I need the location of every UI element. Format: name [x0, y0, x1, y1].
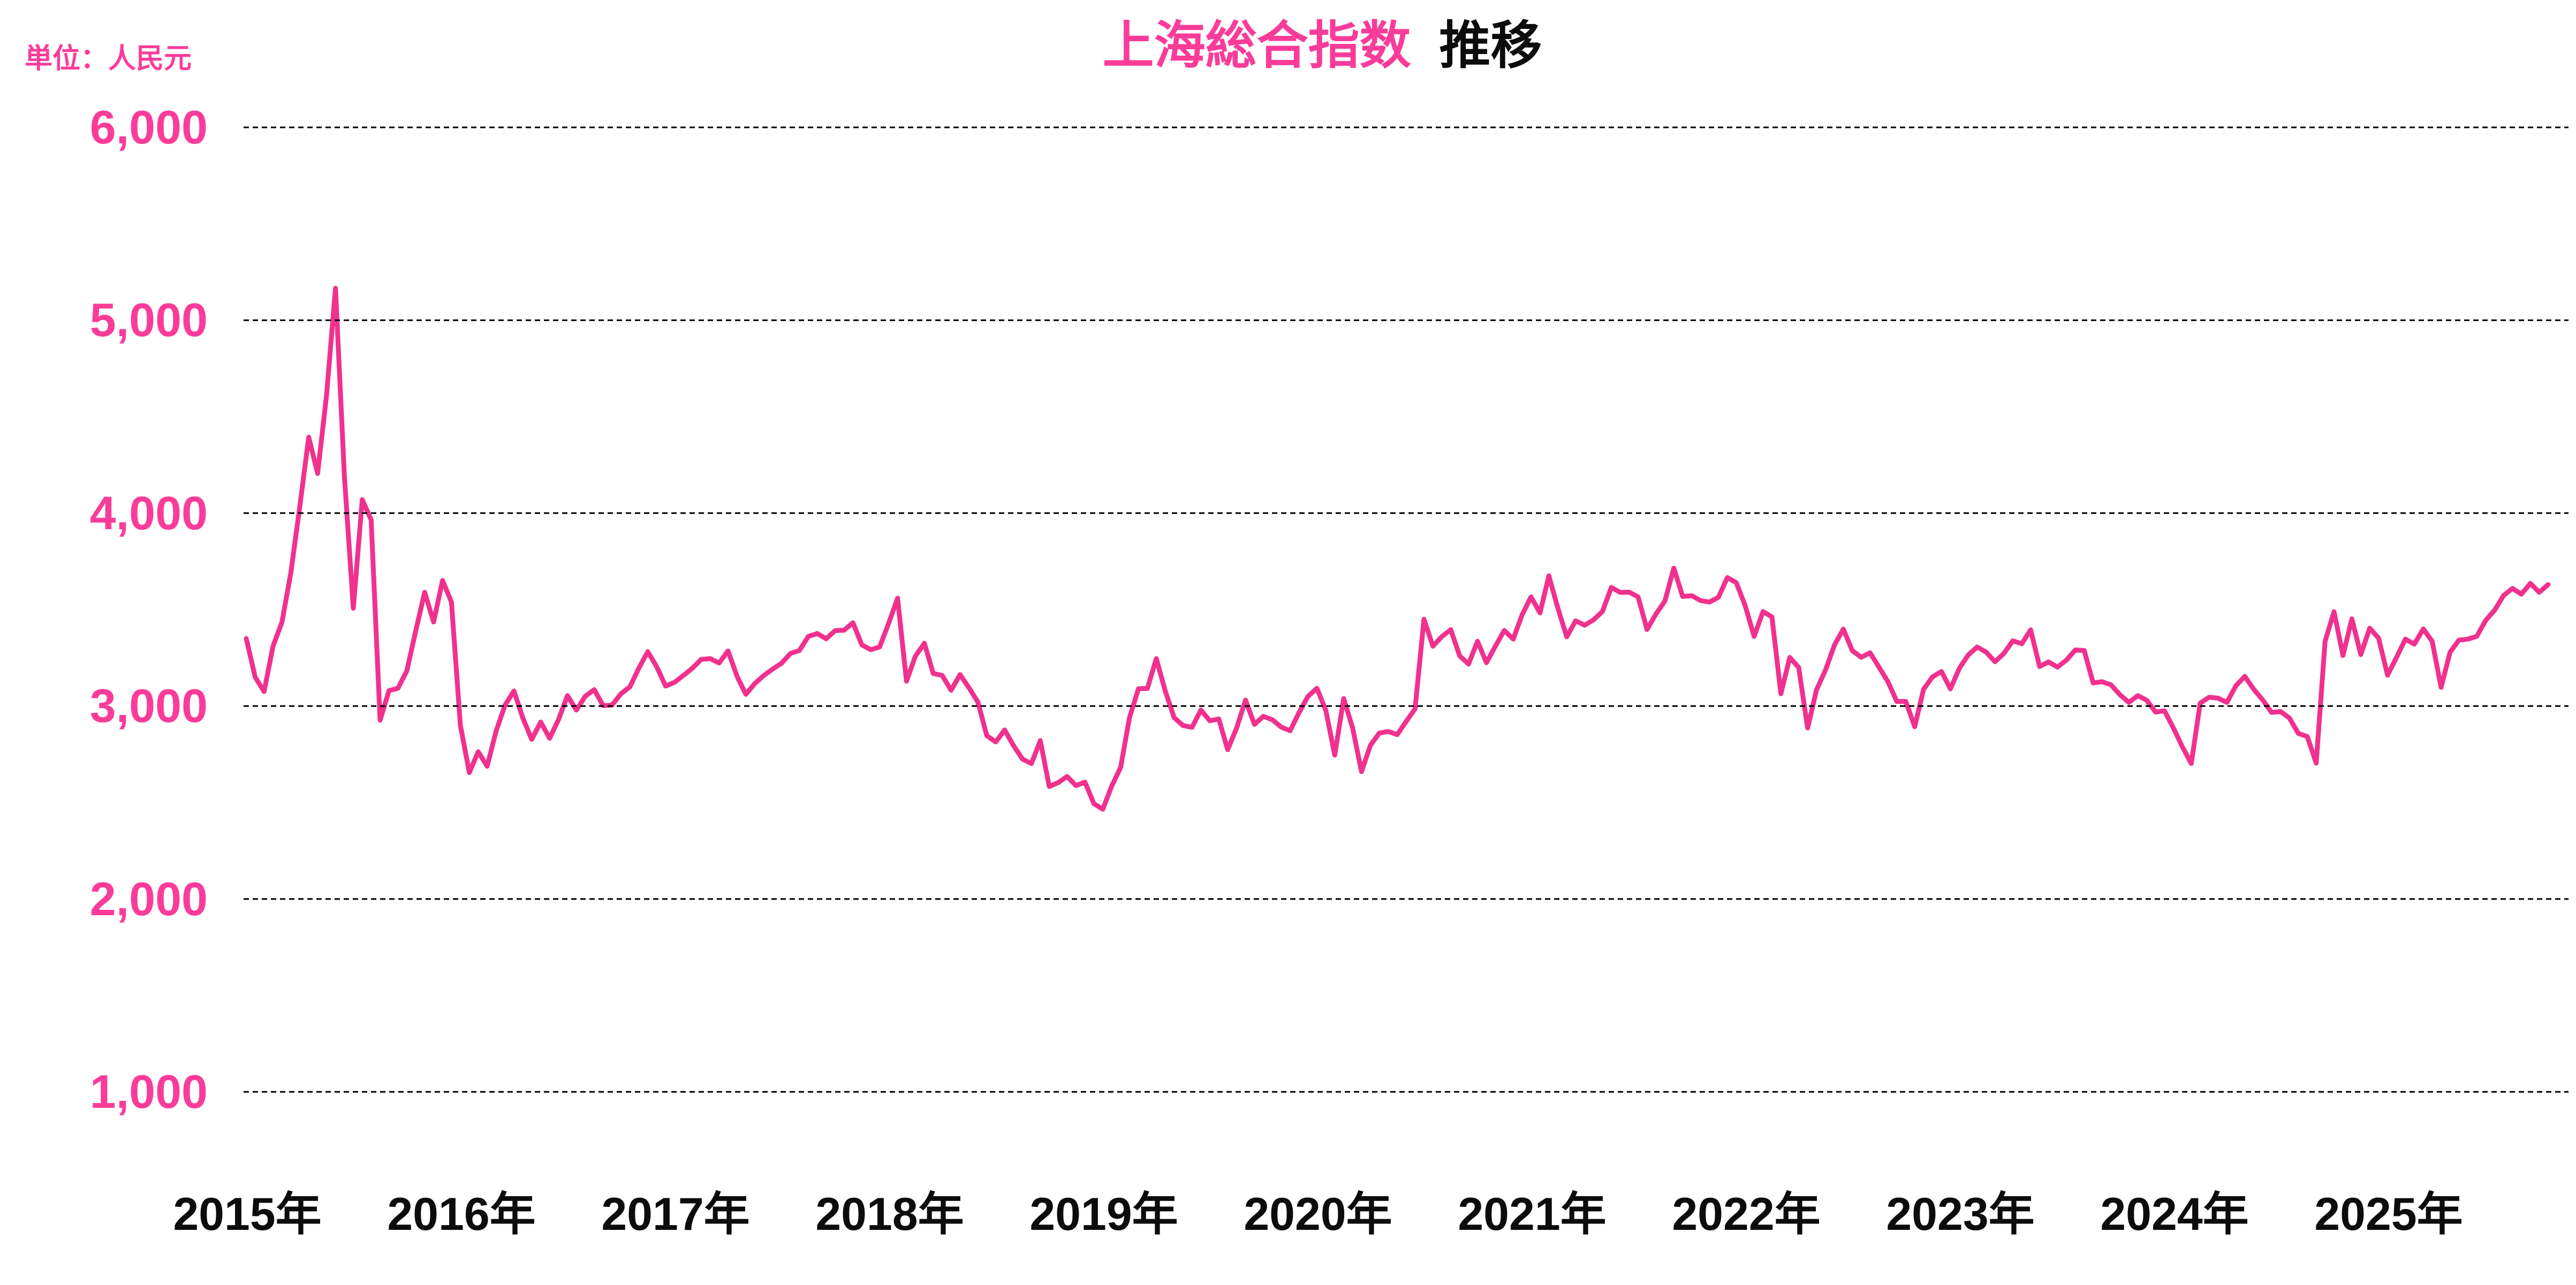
chart-title-sub: 推移 — [1439, 17, 1542, 74]
x-axis-label: 2020年 — [1244, 1189, 1392, 1240]
y-axis-label: 1,000 — [89, 1065, 208, 1118]
x-axis-label: 2018年 — [815, 1189, 964, 1240]
x-axis-label: 2019年 — [1029, 1189, 1178, 1240]
x-axis-label: 2021年 — [1458, 1189, 1607, 1240]
series-line — [244, 286, 2551, 812]
y-axis-label: 3,000 — [89, 679, 208, 732]
y-axis-label: 2,000 — [89, 872, 208, 925]
chart-title-main: 上海総合指数 — [1102, 17, 1411, 74]
x-axis-label: 2016年 — [387, 1189, 536, 1240]
x-axis-label: 2025年 — [2314, 1189, 2463, 1240]
x-axis-label: 2022年 — [1672, 1189, 1821, 1240]
x-axis-label: 2023年 — [1886, 1189, 2035, 1240]
y-axis-label: 4,000 — [89, 486, 208, 539]
x-axis-label: 2017年 — [601, 1189, 750, 1240]
unit-label: 単位：人民元 — [25, 43, 192, 74]
y-axis-label: 5,000 — [89, 293, 208, 346]
x-axis-label: 2024年 — [2100, 1189, 2249, 1240]
y-axis-label: 6,000 — [89, 101, 208, 154]
x-axis-label: 2015年 — [173, 1189, 322, 1240]
chart-title: 上海総合指数 推移 — [69, 20, 2576, 72]
